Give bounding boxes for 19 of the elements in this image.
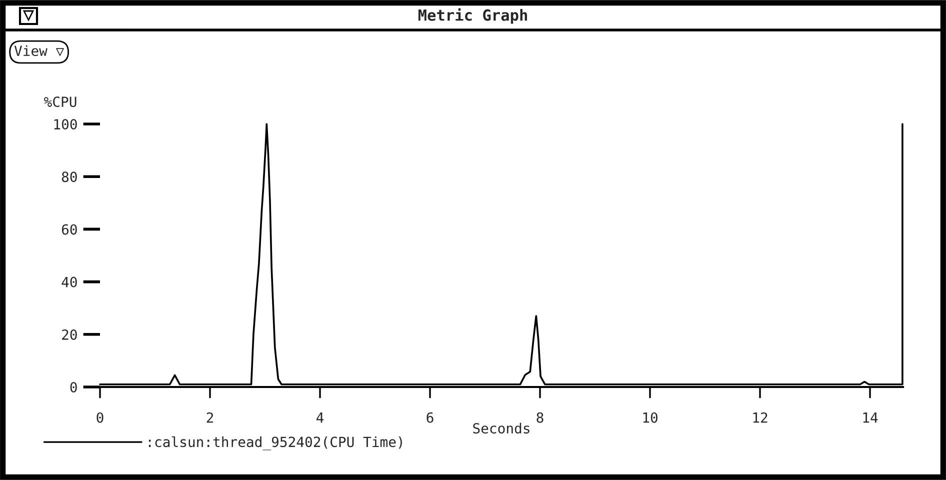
x-axis-title: Seconds [473,422,530,434]
y-tick-label: 0 [70,382,77,393]
x-tick-label: 4 [316,412,324,423]
x-tick-label: 8 [536,412,544,423]
x-tick-label: 0 [96,412,104,423]
x-tick-label: 6 [426,412,434,423]
y-tick-label: 20 [62,329,77,340]
text: :calsun:thread_952402(CPU Time) [148,436,402,450]
x-tick-label: 14 [863,412,878,423]
x-tick-label: 10 [643,412,658,423]
chart-title: Metric Graph [418,8,527,24]
y-tick-label: 40 [62,276,77,288]
y-tick-label: 60 [62,224,77,235]
y-tick-label: 80 [62,172,77,182]
y-axis-title: %CPU [44,96,76,108]
x-tick-label: 2 [206,412,213,423]
x-tick-label: 12 [753,412,768,423]
y-tick-label: 100 [54,119,77,130]
text: View ▽ [14,45,64,56]
